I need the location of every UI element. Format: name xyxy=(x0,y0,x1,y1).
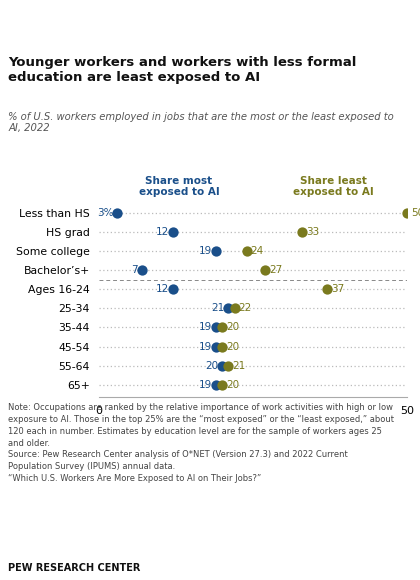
Text: 7: 7 xyxy=(131,265,138,275)
Text: 33: 33 xyxy=(306,227,319,237)
Text: 50%: 50% xyxy=(411,208,420,218)
Point xyxy=(404,208,411,217)
Text: 37: 37 xyxy=(331,284,344,294)
Point xyxy=(213,246,219,255)
Point xyxy=(225,361,232,371)
Text: 19: 19 xyxy=(199,380,212,390)
Point xyxy=(324,284,331,293)
Text: 27: 27 xyxy=(269,265,282,275)
Text: 22: 22 xyxy=(238,303,252,313)
Point xyxy=(299,227,306,236)
Point xyxy=(219,380,226,390)
Text: 21: 21 xyxy=(211,303,225,313)
Point xyxy=(231,304,238,313)
Point xyxy=(169,284,176,293)
Text: Younger workers and workers with less formal
education are least exposed to AI: Younger workers and workers with less fo… xyxy=(8,56,357,84)
Text: 12: 12 xyxy=(156,227,169,237)
Text: 24: 24 xyxy=(251,246,264,256)
Text: 12: 12 xyxy=(156,284,169,294)
Point xyxy=(219,323,226,332)
Text: 21: 21 xyxy=(232,361,245,371)
Text: % of U.S. workers employed in jobs that are the most or the least exposed to
AI,: % of U.S. workers employed in jobs that … xyxy=(8,112,394,133)
Point xyxy=(219,342,226,351)
Point xyxy=(262,265,269,274)
Text: 20: 20 xyxy=(226,342,239,351)
Point xyxy=(213,342,219,351)
Text: 19: 19 xyxy=(199,246,212,256)
Text: 20: 20 xyxy=(226,322,239,332)
Text: 19: 19 xyxy=(199,342,212,351)
Text: Share least
exposed to AI: Share least exposed to AI xyxy=(293,176,374,197)
Text: Note: Occupations are ranked by the relative importance of work activities with : Note: Occupations are ranked by the rela… xyxy=(8,403,394,483)
Text: 20: 20 xyxy=(205,361,218,371)
Point xyxy=(213,380,219,390)
Text: Share most
exposed to AI: Share most exposed to AI xyxy=(139,176,219,197)
Point xyxy=(244,246,250,255)
Point xyxy=(114,208,121,217)
Point xyxy=(219,361,226,371)
Point xyxy=(213,323,219,332)
Text: 3%: 3% xyxy=(97,208,113,218)
Text: 19: 19 xyxy=(199,322,212,332)
Text: PEW RESEARCH CENTER: PEW RESEARCH CENTER xyxy=(8,563,141,573)
Point xyxy=(169,227,176,236)
Text: 20: 20 xyxy=(226,380,239,390)
Point xyxy=(225,304,232,313)
Point xyxy=(139,265,145,274)
